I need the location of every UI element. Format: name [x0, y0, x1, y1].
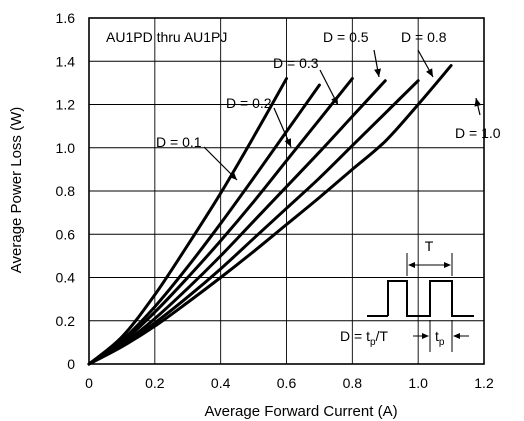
- leader-arrowhead: [284, 138, 292, 147]
- x-tick-label: 0: [85, 375, 93, 391]
- y-tick-label: 1.4: [56, 53, 76, 69]
- series-line-4: [87, 79, 387, 366]
- y-axis-title: Average Power Loss (W): [8, 107, 25, 273]
- x-tick-label: 1.2: [474, 375, 494, 391]
- pulse-arrowhead-left: [422, 333, 429, 339]
- leader-arrowhead: [426, 68, 433, 77]
- y-tick-label: 1.0: [56, 140, 76, 156]
- y-tick-label: 0.2: [56, 313, 76, 329]
- x-tick-label: 0.6: [277, 375, 297, 391]
- pulse-arrowhead-right: [453, 333, 460, 339]
- period-arrowhead-right: [444, 262, 451, 268]
- leader-arrowhead: [474, 98, 482, 107]
- duty-cycle-labels: D = 0.1 D = 0.2 D = 0.3D = 0.5 D = 0.8 D = 1…: [156, 29, 501, 181]
- chart-title: AU1PD thru AU1PJ: [106, 29, 227, 45]
- plot-frame: [88, 17, 485, 365]
- series-line-5: [87, 79, 420, 366]
- series-label-6: D = 1.0: [455, 125, 501, 141]
- y-tick-label: 0.8: [56, 183, 76, 199]
- x-tick-label: 1.0: [408, 375, 428, 391]
- leader-arrowhead: [228, 171, 237, 180]
- pulse-label: tp: [435, 328, 445, 348]
- series-label-3: D = 0.3: [273, 55, 319, 71]
- leader-arrowhead: [331, 96, 338, 105]
- series-line-2: [87, 83, 321, 366]
- y-tick-label: 1.2: [56, 97, 76, 113]
- x-tick-label: 0.4: [211, 375, 231, 391]
- x-tick-label: 0.8: [343, 375, 363, 391]
- series-line-6: [87, 64, 453, 366]
- tick-labels: 0 0.2 0.4 0.6 0.8 1.0 1.2 0 0.2 0.4 0.6 0.8 1.0 1.2 1.…: [56, 10, 494, 391]
- waveform-inset: T tp D = tp/T: [340, 238, 474, 352]
- series-label-5: D = 0.8: [401, 29, 447, 45]
- series-group: [87, 64, 453, 366]
- y-tick-label: 0: [67, 356, 75, 372]
- series-label-2: D = 0.2: [226, 95, 272, 111]
- period-arrowhead-left: [408, 262, 415, 268]
- waveform-pulse: [387, 280, 474, 317]
- y-tick-label: 1.6: [56, 10, 76, 26]
- duty-formula: D = tp/T: [340, 328, 388, 348]
- leader-arrowhead: [374, 68, 381, 77]
- x-tick-label: 0.2: [145, 375, 165, 391]
- series-line-3: [87, 77, 354, 366]
- period-label: T: [425, 238, 434, 254]
- y-tick-label: 0.6: [56, 226, 76, 242]
- series-line-1: [87, 77, 288, 366]
- y-tick-label: 0.4: [56, 270, 76, 286]
- x-axis-title: Average Forward Current (A): [204, 403, 397, 420]
- series-label-4: D = 0.5: [323, 29, 369, 45]
- series-label-1: D = 0.1: [156, 134, 202, 150]
